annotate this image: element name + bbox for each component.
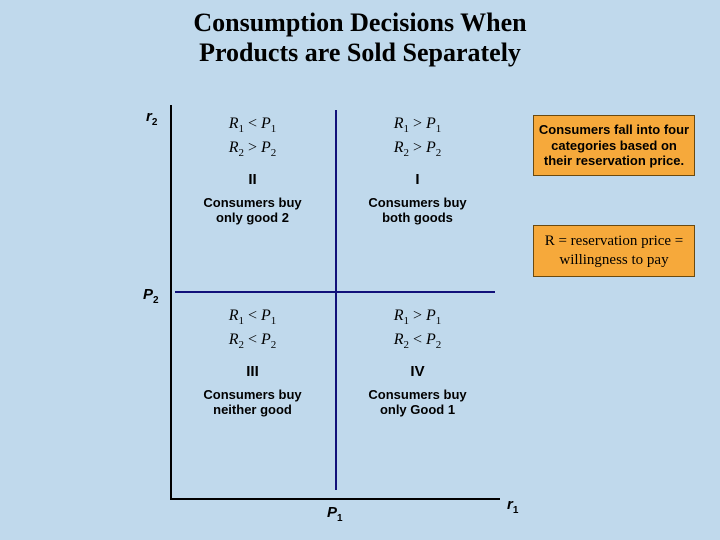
callout-categories: Consumers fall into four categories base…	[533, 115, 695, 176]
q3-cond2: R2 < P2	[170, 329, 335, 353]
y-axis-top-label: r2	[146, 108, 157, 128]
q2-cond2: R2 > P2	[170, 137, 335, 161]
q3-cond1: R1 < P1	[170, 305, 335, 329]
q3-roman: III	[170, 363, 335, 380]
q2-cond1: R1 < P1	[170, 113, 335, 137]
q1-desc: Consumers buy both goods	[335, 196, 500, 226]
y-axis-mid-label: P2	[143, 286, 159, 306]
title-line-1: Consumption Decisions When	[193, 8, 526, 37]
quadrant-III: R1 < P1 R2 < P2 III Consumers buy neithe…	[170, 305, 335, 418]
q4-cond1: R1 > P1	[335, 305, 500, 329]
x-axis-end-label: r1	[507, 496, 518, 516]
x-axis-mid-label: P1	[327, 504, 343, 524]
quadrant-II: R1 < P1 R2 > P2 II Consumers buy only go…	[170, 113, 335, 226]
callout-reservation-price: R = reservation price = willingness to p…	[533, 225, 695, 277]
x-axis-line	[170, 498, 500, 500]
title-line-2: Products are Sold Separately	[199, 38, 521, 67]
quadrant-plot: R1 < P1 R2 > P2 II Consumers buy only go…	[170, 105, 500, 500]
horizontal-divider	[175, 291, 495, 293]
q4-cond2: R2 < P2	[335, 329, 500, 353]
q1-cond1: R1 > P1	[335, 113, 500, 137]
q4-desc: Consumers buy only Good 1	[335, 388, 500, 418]
q3-desc: Consumers buy neither good	[170, 388, 335, 418]
q1-cond2: R2 > P2	[335, 137, 500, 161]
slide-title: Consumption Decisions When Products are …	[0, 8, 720, 68]
q2-roman: II	[170, 171, 335, 188]
q2-desc: Consumers buy only good 2	[170, 196, 335, 226]
quadrant-I: R1 > P1 R2 > P2 I Consumers buy both goo…	[335, 113, 500, 226]
q4-roman: IV	[335, 363, 500, 380]
q1-roman: I	[335, 171, 500, 188]
quadrant-IV: R1 > P1 R2 < P2 IV Consumers buy only Go…	[335, 305, 500, 418]
